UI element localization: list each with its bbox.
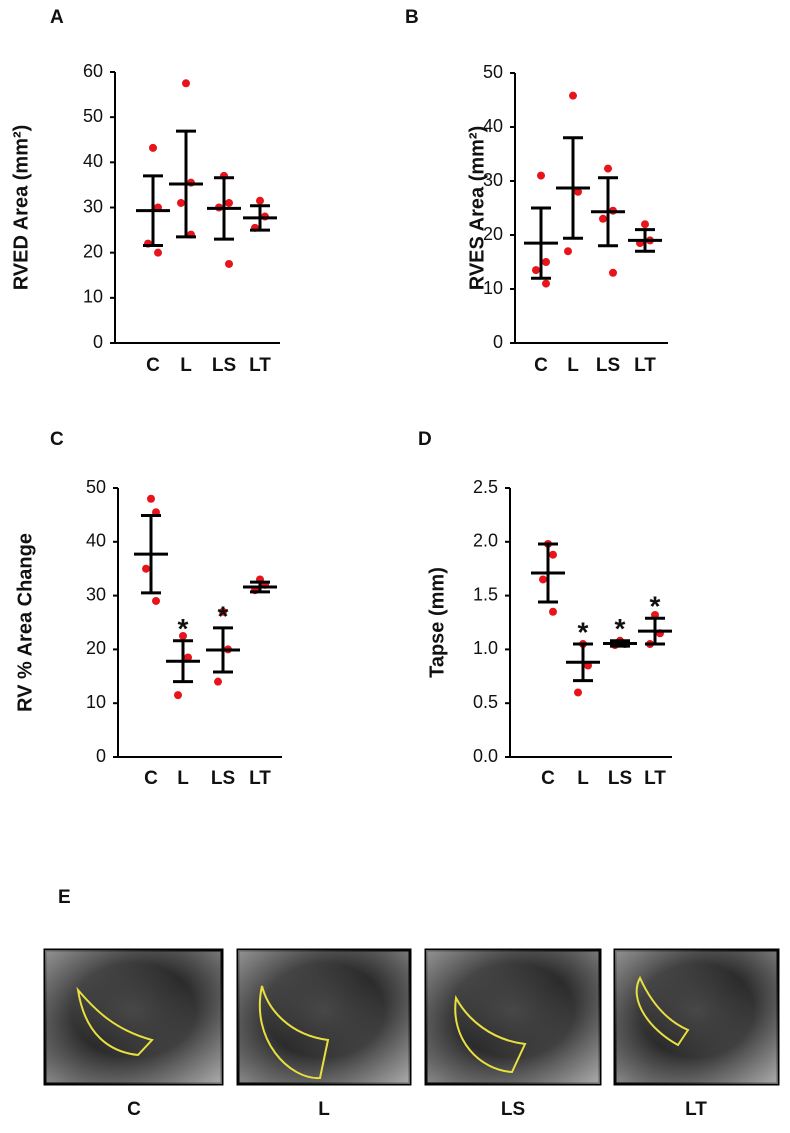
y-tick-label: 20 xyxy=(83,241,103,261)
panel-label: D xyxy=(418,429,432,450)
x-tick-label: C xyxy=(144,768,158,789)
y-tick-label: 50 xyxy=(483,62,503,82)
data-point xyxy=(537,171,545,180)
x-tick-label: LT xyxy=(249,768,271,789)
ultrasound-image xyxy=(236,948,412,1086)
ultrasound-image xyxy=(424,948,602,1086)
y-tick-label: 1.5 xyxy=(473,584,498,604)
data-point xyxy=(174,691,182,700)
y-tick-label: 2.0 xyxy=(473,531,498,551)
data-point xyxy=(549,550,557,559)
data-point xyxy=(152,596,160,605)
x-tick-label: LT xyxy=(644,768,666,789)
significance-mark: * xyxy=(650,591,661,622)
y-tick-label: 10 xyxy=(86,692,106,712)
data-point xyxy=(542,279,550,288)
y-tick-label: 30 xyxy=(483,170,503,190)
x-tick-label: LS xyxy=(596,355,620,376)
x-tick-label: L xyxy=(177,768,189,789)
y-tick-label: 0.0 xyxy=(473,746,498,766)
significance-mark: * xyxy=(178,613,189,644)
x-tick-label: C xyxy=(541,768,555,789)
image-label: L xyxy=(318,1099,330,1120)
data-point xyxy=(225,198,233,207)
data-point xyxy=(154,248,162,257)
y-axis-label: Tapse (mm) xyxy=(426,567,448,678)
y-axis-label: RVES Area (mm²) xyxy=(466,126,488,291)
y-tick-label: 20 xyxy=(86,638,106,658)
y-tick-label: 2.5 xyxy=(473,477,498,497)
y-tick-label: 50 xyxy=(86,477,106,497)
y-tick-label: 0 xyxy=(493,332,503,352)
data-point xyxy=(564,247,572,256)
ultrasound-image xyxy=(613,948,780,1086)
x-tick-label: LS xyxy=(212,355,236,376)
y-tick-label: 20 xyxy=(483,224,503,244)
data-point xyxy=(604,164,612,173)
data-point xyxy=(182,79,190,88)
panel-label: B xyxy=(405,7,419,28)
y-tick-label: 40 xyxy=(86,531,106,551)
data-point xyxy=(179,631,187,640)
data-point xyxy=(549,607,557,616)
data-point xyxy=(532,266,540,275)
y-tick-label: 0 xyxy=(93,332,103,352)
y-tick-label: 0.5 xyxy=(473,692,498,712)
x-tick-label: LT xyxy=(634,355,656,376)
data-point xyxy=(599,214,607,223)
x-tick-label: LS xyxy=(211,768,235,789)
y-axis-label: RVED Area (mm²) xyxy=(10,125,32,291)
y-tick-label: 1.0 xyxy=(473,638,498,658)
image-label: LT xyxy=(685,1099,707,1120)
x-tick-label: L xyxy=(180,355,192,376)
y-tick-label: 60 xyxy=(83,61,103,81)
ultrasound-image xyxy=(43,948,224,1086)
y-tick-label: 40 xyxy=(483,116,503,136)
image-label: LS xyxy=(501,1099,525,1120)
panel-label: E xyxy=(58,887,71,908)
data-point xyxy=(214,677,222,686)
data-point xyxy=(569,91,577,100)
y-tick-label: 10 xyxy=(483,278,503,298)
y-tick-label: 30 xyxy=(83,196,103,216)
data-point xyxy=(147,494,155,503)
x-tick-label: L xyxy=(567,355,579,376)
data-point xyxy=(542,258,550,266)
significance-mark: * xyxy=(615,613,626,644)
data-point xyxy=(574,187,582,196)
x-tick-label: LT xyxy=(249,355,271,376)
image-label: C xyxy=(127,1099,141,1120)
y-tick-label: 10 xyxy=(83,287,103,307)
y-tick-label: 0 xyxy=(96,746,106,766)
y-tick-label: 40 xyxy=(83,151,103,171)
data-point xyxy=(539,575,547,584)
x-tick-label: C xyxy=(146,355,160,376)
x-tick-label: L xyxy=(577,768,589,789)
data-point xyxy=(142,564,150,573)
data-point xyxy=(177,198,185,207)
data-point xyxy=(609,268,617,277)
x-tick-label: LS xyxy=(608,768,632,789)
significance-mark: * xyxy=(218,600,229,631)
data-point xyxy=(219,607,227,616)
data-point xyxy=(641,220,649,229)
significance-mark: * xyxy=(578,616,589,647)
panel-label: A xyxy=(50,7,64,28)
x-tick-label: C xyxy=(534,355,548,376)
data-point xyxy=(225,259,233,268)
data-point xyxy=(149,143,157,152)
panel-label: C xyxy=(50,429,64,450)
y-tick-label: 30 xyxy=(86,584,106,604)
y-tick-label: 50 xyxy=(83,106,103,126)
data-point xyxy=(574,688,582,697)
y-axis-label: RV % Area Change xyxy=(14,533,36,712)
data-point xyxy=(256,196,264,205)
data-point xyxy=(184,653,192,662)
